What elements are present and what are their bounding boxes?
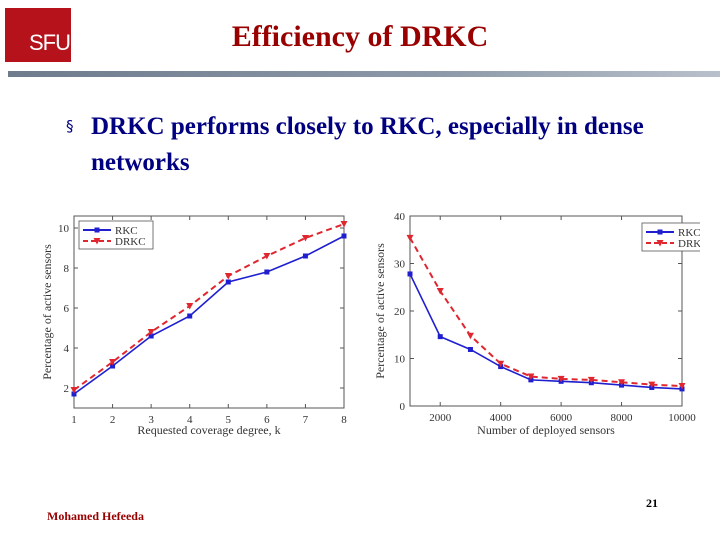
footer-author: Mohamed Hefeeda — [47, 509, 144, 523]
y-axis-label: Percentage of active sensors — [373, 243, 387, 379]
series-line-drkc — [409, 237, 683, 388]
y-tick-label: 40 — [394, 211, 406, 223]
x-tick-label: 8000 — [611, 412, 634, 424]
data-point-drkc — [527, 373, 535, 381]
data-point-drkc — [648, 381, 656, 389]
y-axis-label: Percentage of active sensors — [40, 244, 54, 380]
data-point-drkc — [263, 253, 271, 260]
data-point-rkc — [264, 269, 270, 275]
x-axis-label: Requested coverage degree, k — [137, 423, 280, 437]
data-point-rkc — [302, 253, 308, 259]
y-tick-label: 8 — [64, 263, 70, 275]
data-point-rkc — [407, 271, 413, 277]
x-tick-label: 6000 — [550, 412, 573, 424]
data-point-drkc — [406, 234, 414, 242]
data-point-drkc — [466, 332, 474, 340]
y-tick-label: 6 — [64, 303, 70, 315]
data-point-drkc — [587, 376, 595, 384]
data-point-drkc — [186, 303, 194, 310]
legend-label-rkc: RKC — [115, 225, 138, 237]
data-point-drkc — [340, 221, 348, 228]
x-tick-label: 2 — [110, 414, 116, 426]
y-tick-label: 10 — [58, 223, 70, 235]
series-line-rkc — [73, 235, 345, 395]
series-line-drkc — [73, 223, 345, 391]
data-point-rkc — [148, 333, 154, 339]
slide-title: Efficiency of DRKC — [231, 20, 489, 53]
legend-label-rkc: RKC — [678, 227, 700, 239]
x-axis-label: Number of deployed sensors — [477, 423, 615, 437]
legend-marker-rkc — [94, 227, 100, 233]
x-tick-label: 4000 — [490, 412, 513, 424]
x-tick-label: 4 — [187, 414, 193, 426]
data-point-drkc — [436, 288, 444, 295]
y-tick-label: 0 — [400, 401, 406, 413]
data-point-rkc — [225, 279, 231, 285]
x-tick-label: 3 — [148, 414, 154, 426]
logo-text: SFU — [29, 30, 71, 55]
legend-label-drkc: DRKC — [115, 236, 146, 248]
x-tick-label: 8 — [341, 414, 347, 426]
sfu-logo: SFU — [5, 8, 71, 62]
x-tick-label: 10000 — [668, 412, 696, 424]
data-point-drkc — [109, 359, 117, 366]
data-point-rkc — [187, 313, 193, 319]
data-point-drkc — [678, 383, 686, 390]
title-divider — [8, 71, 720, 77]
data-point-rkc — [71, 391, 77, 397]
page-number: 21 — [646, 496, 658, 510]
x-tick-label: 6 — [264, 414, 270, 426]
legend-box — [641, 222, 700, 252]
bullet-text: DRKC performs closely to RKC, especially… — [91, 113, 644, 176]
x-tick-label: 7 — [303, 414, 309, 426]
y-tick-label: 20 — [394, 306, 406, 318]
y-tick-label: 2 — [64, 383, 70, 395]
data-point-drkc — [224, 273, 232, 280]
data-point-drkc — [618, 379, 626, 386]
chart-deployed-sensors: 0 10 20 30 40 2000 4000 6000 8000 10000 Number of … — [373, 211, 700, 437]
y-tick-label: 10 — [394, 354, 406, 366]
y-tick-label: 30 — [394, 259, 406, 271]
data-point-drkc — [147, 329, 155, 336]
x-tick-label: 2000 — [429, 412, 452, 424]
data-point-rkc — [437, 334, 443, 340]
legend-marker-drkc — [656, 240, 664, 247]
bullet-icon: § — [66, 117, 74, 135]
x-tick-label: 5 — [226, 414, 232, 426]
series-line-rkc — [409, 273, 683, 390]
legend-label-drkc: DRKC — [678, 238, 700, 250]
data-point-rkc — [110, 363, 116, 369]
legend-marker-rkc — [657, 229, 663, 235]
data-point-drkc — [557, 375, 565, 383]
y-tick-label: 4 — [64, 343, 70, 355]
legend-marker-drkc — [93, 238, 101, 245]
data-point-drkc — [301, 235, 309, 242]
x-tick-label: 1 — [71, 414, 77, 426]
legend-box — [78, 220, 154, 250]
data-point-rkc — [341, 233, 347, 239]
data-point-drkc — [70, 387, 78, 394]
data-point-rkc — [467, 346, 473, 352]
data-point-drkc — [497, 360, 505, 368]
